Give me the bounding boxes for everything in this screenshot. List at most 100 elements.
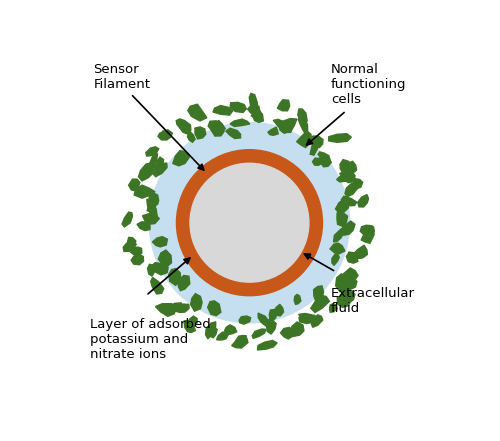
Polygon shape — [156, 304, 176, 316]
Polygon shape — [345, 161, 356, 174]
Polygon shape — [150, 277, 164, 294]
Polygon shape — [328, 134, 351, 142]
Polygon shape — [122, 212, 132, 227]
Polygon shape — [330, 243, 345, 254]
Polygon shape — [142, 214, 159, 224]
Polygon shape — [178, 121, 191, 135]
Polygon shape — [239, 316, 250, 324]
Polygon shape — [266, 319, 276, 334]
Text: Sensor
Filament: Sensor Filament — [94, 63, 150, 91]
Polygon shape — [169, 303, 183, 310]
Polygon shape — [188, 104, 207, 121]
Polygon shape — [258, 313, 271, 327]
Polygon shape — [336, 199, 348, 213]
Polygon shape — [134, 185, 155, 198]
Polygon shape — [195, 127, 205, 139]
Polygon shape — [337, 213, 347, 227]
Polygon shape — [312, 315, 323, 327]
Polygon shape — [360, 225, 374, 235]
Polygon shape — [298, 109, 307, 123]
Polygon shape — [340, 170, 355, 183]
Circle shape — [176, 149, 322, 296]
Polygon shape — [150, 262, 168, 275]
Polygon shape — [296, 131, 312, 148]
Polygon shape — [299, 314, 318, 324]
Polygon shape — [188, 316, 197, 327]
Polygon shape — [334, 226, 345, 242]
Polygon shape — [278, 100, 289, 111]
Polygon shape — [314, 286, 324, 303]
Polygon shape — [169, 269, 181, 285]
Polygon shape — [341, 221, 355, 235]
Polygon shape — [146, 153, 158, 172]
Polygon shape — [280, 123, 292, 133]
Polygon shape — [208, 326, 217, 338]
Polygon shape — [230, 119, 250, 127]
Polygon shape — [130, 247, 142, 256]
Polygon shape — [173, 151, 190, 166]
Polygon shape — [128, 237, 136, 249]
Polygon shape — [144, 163, 158, 170]
Polygon shape — [344, 277, 357, 289]
Polygon shape — [208, 301, 221, 316]
Polygon shape — [147, 200, 156, 212]
Polygon shape — [230, 102, 246, 112]
Polygon shape — [174, 304, 189, 310]
Polygon shape — [152, 236, 168, 247]
Polygon shape — [213, 105, 233, 115]
Polygon shape — [211, 120, 224, 136]
Polygon shape — [131, 254, 143, 265]
Polygon shape — [206, 322, 216, 339]
Polygon shape — [123, 243, 136, 251]
Text: Layer of adsorbed
potassium and
nitrate ions: Layer of adsorbed potassium and nitrate … — [90, 318, 210, 361]
Polygon shape — [178, 276, 190, 291]
Polygon shape — [353, 179, 362, 189]
Polygon shape — [156, 157, 164, 173]
Polygon shape — [294, 295, 301, 304]
Polygon shape — [298, 116, 308, 134]
Polygon shape — [146, 147, 158, 156]
Polygon shape — [137, 222, 150, 231]
Polygon shape — [330, 304, 337, 312]
Polygon shape — [345, 183, 358, 197]
Polygon shape — [176, 304, 189, 313]
Polygon shape — [320, 154, 332, 167]
Polygon shape — [268, 127, 278, 135]
Polygon shape — [252, 109, 264, 123]
Polygon shape — [340, 160, 350, 173]
Polygon shape — [354, 245, 368, 258]
Text: Normal
functioning
cells: Normal functioning cells — [331, 63, 406, 106]
Polygon shape — [234, 336, 246, 345]
Polygon shape — [270, 310, 277, 320]
Polygon shape — [346, 252, 358, 263]
Polygon shape — [188, 133, 195, 142]
Polygon shape — [312, 136, 323, 148]
Polygon shape — [251, 112, 262, 121]
Polygon shape — [338, 295, 351, 307]
Polygon shape — [310, 295, 330, 313]
Polygon shape — [274, 304, 283, 316]
Polygon shape — [138, 164, 154, 181]
Polygon shape — [158, 250, 172, 266]
Polygon shape — [190, 294, 202, 311]
Polygon shape — [252, 329, 266, 338]
Polygon shape — [274, 120, 291, 132]
Polygon shape — [248, 104, 260, 113]
Polygon shape — [358, 194, 368, 207]
Polygon shape — [216, 332, 228, 340]
Polygon shape — [312, 158, 322, 165]
Polygon shape — [153, 163, 167, 177]
Polygon shape — [290, 322, 304, 336]
Polygon shape — [258, 340, 277, 350]
Polygon shape — [280, 119, 297, 132]
Polygon shape — [148, 193, 158, 206]
Polygon shape — [249, 93, 258, 109]
Polygon shape — [148, 264, 156, 276]
Polygon shape — [160, 130, 172, 139]
Polygon shape — [298, 314, 314, 321]
Polygon shape — [338, 290, 355, 305]
Polygon shape — [361, 225, 374, 243]
Polygon shape — [184, 321, 196, 333]
Polygon shape — [226, 128, 240, 138]
Circle shape — [190, 163, 309, 282]
